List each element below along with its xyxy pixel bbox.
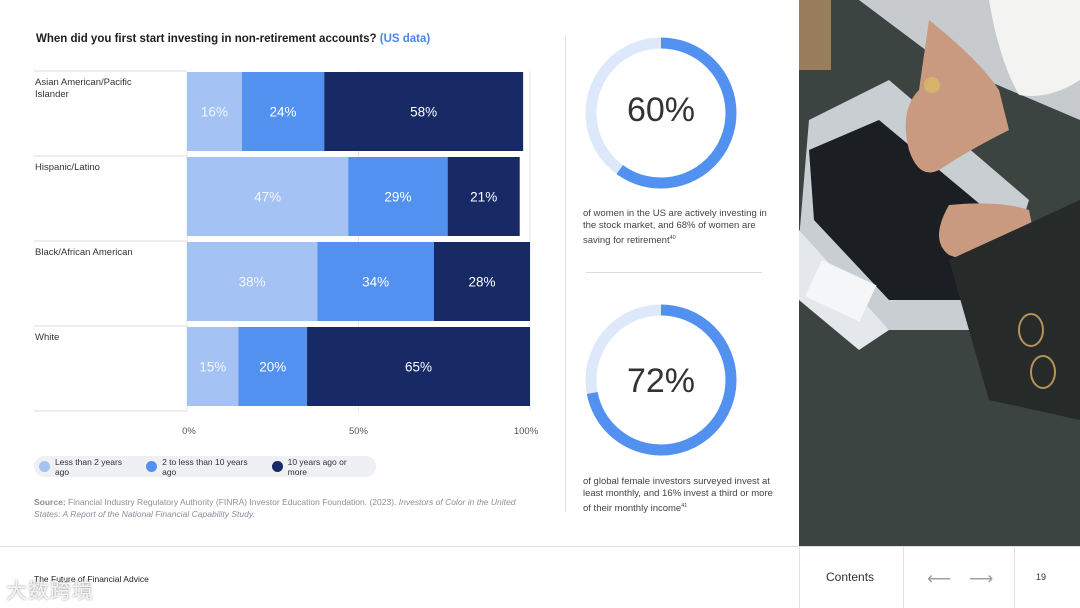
bar-data-label: 34% xyxy=(362,275,389,290)
legend-item-10-years-or-more: 10 years ago or more xyxy=(271,456,368,477)
donut-arc xyxy=(585,304,737,456)
source-citation: Source: Financial Industry Regulatory Au… xyxy=(34,496,534,520)
x-tick-label: 50% xyxy=(349,426,369,437)
legend-swatch xyxy=(39,461,50,472)
category-label: Hispanic/Latino xyxy=(35,162,100,173)
bar-segment xyxy=(241,72,325,151)
bar-segment xyxy=(324,72,524,151)
category-label: Black/African American xyxy=(35,247,133,258)
legend-swatch xyxy=(271,461,283,472)
footer-divider xyxy=(903,547,904,608)
donut-arc xyxy=(585,37,737,189)
source-report-title: Investors of Color in the United States:… xyxy=(34,497,516,519)
stacked-bar-chart: 0% 50% 100% Asian American/Pacific Islander 1… xyxy=(34,70,539,437)
stat-value-2: 72% xyxy=(626,362,696,400)
source-label: Source: xyxy=(34,497,66,507)
chart-legend: Less than 2 years ago 2 to less than 10 … xyxy=(34,456,376,477)
footnote-ref[interactable]: 41 xyxy=(681,503,688,509)
bar-data-label: 47% xyxy=(254,190,281,205)
legend-item-2-to-10-years: 2 to less than 10 years ago xyxy=(146,457,264,477)
horizontal-divider xyxy=(586,272,762,273)
bar-data-label: 24% xyxy=(270,105,297,120)
source-text: Financial Industry Regulatory Authority … xyxy=(68,497,397,507)
bar-data-label: 58% xyxy=(410,105,437,120)
category-label: White xyxy=(35,332,59,343)
bar-data-label: 29% xyxy=(384,190,411,205)
chart-title: When did you first start investing in no… xyxy=(36,33,430,45)
bar-data-label: 65% xyxy=(405,360,432,375)
bar-segment xyxy=(433,242,530,321)
photo-illustration xyxy=(799,0,1080,546)
footer-divider xyxy=(1014,547,1015,608)
bar-segment xyxy=(187,157,349,236)
legend-label: 10 years ago or more xyxy=(287,456,347,477)
legend-swatch xyxy=(146,461,158,472)
watermark-logo: 大数跨境 xyxy=(6,580,94,603)
legend-item-less-than-2-years: Less than 2 years ago xyxy=(39,457,138,477)
bar-segment xyxy=(187,327,239,406)
stat-value-1: 60% xyxy=(626,91,696,129)
stat-description-1: of women in the US are actively investin… xyxy=(583,208,773,247)
bar-segment xyxy=(317,242,434,321)
stat-description-text: of women in the US are actively investin… xyxy=(583,208,767,247)
bar-data-label: 21% xyxy=(470,190,497,205)
legend-label: 2 to less than 10 years ago xyxy=(162,456,248,477)
donut-chart-60 xyxy=(585,37,737,189)
x-tick-label: 0% xyxy=(182,426,196,437)
laptop-photo xyxy=(799,0,1080,546)
arrow-right-icon[interactable]: ⟶ xyxy=(969,569,994,588)
footnote-ref[interactable]: 40 xyxy=(669,235,676,241)
chart-title-accent: (US data) xyxy=(379,33,431,45)
page-footer: The Future of Financial Advice 大数跨境 Cont… xyxy=(0,546,1080,608)
bar-data-label: 15% xyxy=(199,360,226,375)
bar-data-label: 16% xyxy=(201,105,228,120)
bar-segment xyxy=(187,242,318,321)
contents-link[interactable]: Contents xyxy=(826,570,875,584)
arrow-left-icon[interactable]: ⟵ xyxy=(927,569,952,588)
bar-segment xyxy=(307,327,530,406)
stat-description-2: of global female investors surveyed inve… xyxy=(583,476,773,515)
bar-data-label: 20% xyxy=(259,360,286,375)
bar-segment xyxy=(238,327,308,406)
page-number: 19 xyxy=(1036,572,1047,582)
bar-segment xyxy=(187,72,242,151)
bar-segment xyxy=(447,157,520,236)
x-tick-label: 100% xyxy=(514,426,539,437)
bar-data-label: 28% xyxy=(468,275,495,290)
stat-description-text: of global female investors surveyed inve… xyxy=(583,476,773,515)
vertical-divider xyxy=(565,36,566,512)
bar-segment xyxy=(348,157,448,236)
category-label: Asian American/Pacific Islander xyxy=(35,77,132,100)
legend-label: Less than 2 years ago xyxy=(54,456,123,477)
donut-chart-72 xyxy=(585,304,737,456)
footer-report-title: The Future of Financial Advice xyxy=(34,574,149,584)
bar-data-label: 38% xyxy=(239,275,266,290)
footer-divider xyxy=(799,547,800,608)
chart-title-text: When did you first start investing in no… xyxy=(36,33,377,45)
